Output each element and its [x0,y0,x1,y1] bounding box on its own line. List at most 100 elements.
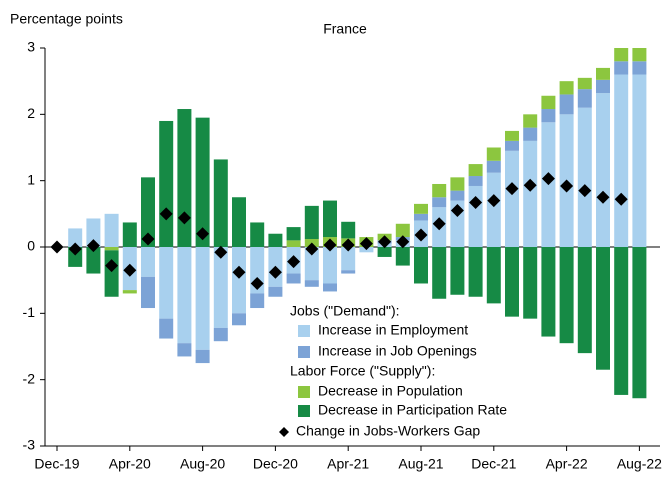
bar-segment [450,247,465,295]
bar-segment [432,197,447,208]
gap-marker [614,192,628,206]
gap-marker [414,228,428,242]
bar-segment [432,247,447,299]
bar-segment [177,109,192,247]
bar-segment [468,176,483,186]
y-axis-label: Percentage points [10,11,123,27]
gap-marker [105,259,119,273]
gap-marker [68,242,82,256]
legend-label: Decrease in Participation Rate [318,402,507,418]
bar-segment [213,159,228,247]
y-tick-label: 0 [27,238,35,254]
bar-segment [596,79,610,94]
gap-marker [450,204,464,218]
bar-segment [213,247,228,328]
bar-segment [614,48,629,62]
gap-marker [469,196,483,210]
bar-segment [141,177,155,247]
bar-segment [232,313,246,326]
gap-marker [432,217,446,231]
bar-segment [486,147,501,161]
legend-swatch [298,386,310,398]
x-tick-label: Aug-21 [398,456,443,472]
bar-segment [159,318,174,339]
gap-marker [305,242,319,256]
gap-marker [232,265,246,279]
bar-segment [286,240,301,247]
bar-segment [141,276,155,309]
bar-segment [596,247,610,370]
bar-segment [232,247,246,314]
bar-segment [250,293,265,309]
bar-segment [486,247,501,304]
bar-segment [523,127,538,141]
x-tick-label: Dec-21 [471,456,516,472]
gap-marker [86,239,100,253]
bar-segment [505,140,519,151]
y-tick-label: 2 [27,105,35,121]
bar-segment [468,185,483,247]
gap-marker [396,235,410,249]
bar-segment [541,247,556,337]
x-tick-label: Aug-20 [180,456,225,472]
gap-marker [560,179,574,193]
gap-marker [378,235,392,249]
legend-swatch [298,346,310,358]
gap-marker [177,211,191,225]
gap-marker [196,227,210,241]
bar-segment [377,247,392,257]
gap-marker [159,207,173,221]
legend-header: Labor Force ("Supply"): [290,363,435,379]
bar-segment [468,164,483,177]
bar-segment [195,117,210,248]
legend-label: Decrease in Population [318,383,463,399]
bar-segment [559,247,574,344]
bar-segment [304,280,319,287]
bar-segment [122,222,137,247]
bar-segment [268,286,283,297]
bar-segment [395,223,410,238]
bar-segment [250,222,265,247]
bar-segment [632,74,647,248]
bar-segment [213,327,228,342]
gap-marker [359,237,373,251]
bar-segment [541,109,556,123]
bar-segment [232,197,246,247]
gap-marker [505,182,519,196]
gap-marker [523,178,537,192]
bar-segment [341,221,356,239]
legend-label: Increase in Employment [318,322,468,338]
y-tick-label: -2 [23,370,36,386]
bar-segment [286,227,301,241]
bar-segment [177,247,192,344]
legend-swatch [298,325,310,337]
x-tick-label: Apr-21 [327,456,369,472]
bar-segment [596,93,610,248]
gap-marker [487,194,501,208]
bar-segment [414,247,428,284]
bar-segment [122,290,137,294]
bar-segment [614,61,629,75]
bar-segment [614,74,629,248]
gap-marker [596,190,610,204]
bar-segment [632,48,647,62]
bar-segment [104,247,119,251]
gap-marker [287,255,301,269]
bar-segment [632,247,647,399]
bar-segment [559,94,574,115]
legend-marker [279,427,289,437]
bar-segment [432,183,447,198]
bar-segment [159,247,174,319]
gap-marker [214,245,228,259]
bar-segment [86,247,101,274]
bar-segment [304,247,319,281]
gap-marker [123,263,137,277]
bar-segment [523,114,538,128]
bar-segment [104,213,119,247]
bar-segment [414,213,428,221]
gap-marker [323,238,337,252]
x-tick-label: Dec-20 [253,456,298,472]
bar-segment [341,270,356,274]
bar-segment [141,247,155,277]
bar-segment [450,177,465,191]
